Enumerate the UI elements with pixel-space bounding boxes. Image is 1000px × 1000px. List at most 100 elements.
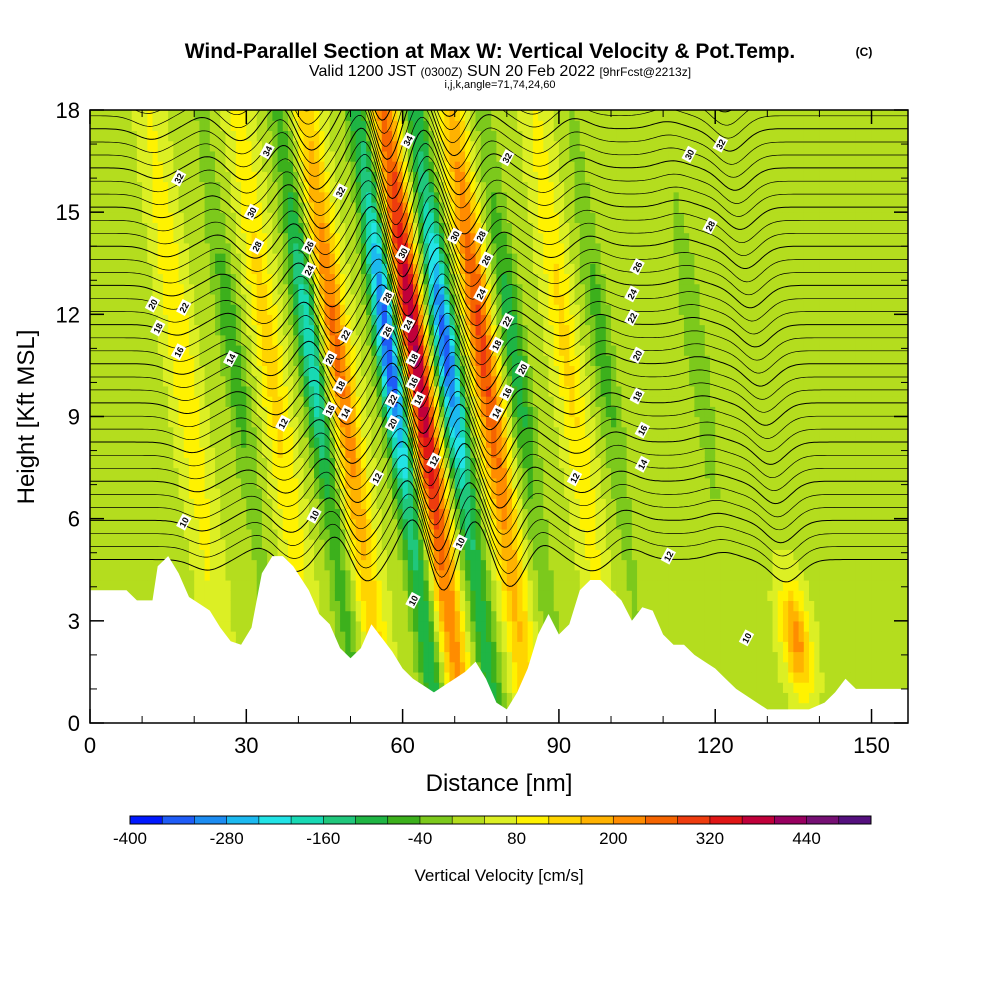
velocity-cell bbox=[246, 161, 253, 172]
velocity-cell bbox=[475, 396, 482, 407]
velocity-cell bbox=[386, 590, 393, 601]
velocity-cell bbox=[168, 344, 174, 356]
velocity-cell bbox=[100, 549, 107, 561]
velocity-cell bbox=[433, 579, 440, 591]
velocity-cell bbox=[366, 171, 372, 183]
velocity-cell bbox=[319, 467, 326, 479]
velocity-cell bbox=[517, 549, 524, 561]
velocity-cell bbox=[340, 140, 346, 152]
velocity-cell bbox=[256, 447, 263, 458]
velocity-cell bbox=[340, 273, 346, 285]
velocity-cell bbox=[423, 222, 430, 234]
velocity-cell bbox=[480, 579, 487, 591]
velocity-cell bbox=[324, 365, 331, 377]
velocity-cell bbox=[178, 324, 185, 336]
velocity-cell bbox=[512, 477, 518, 489]
velocity-cell bbox=[376, 416, 383, 428]
velocity-cell bbox=[329, 293, 336, 305]
velocity-cell bbox=[386, 334, 393, 346]
velocity-cell bbox=[345, 569, 352, 581]
velocity-cell bbox=[480, 365, 487, 377]
velocity-cell bbox=[152, 181, 159, 193]
velocity-cell bbox=[360, 161, 367, 172]
velocity-cell bbox=[465, 467, 471, 479]
velocity-cell bbox=[360, 539, 367, 550]
velocity-cell bbox=[95, 242, 102, 254]
velocity-cell bbox=[308, 447, 315, 458]
velocity-cell bbox=[126, 212, 133, 223]
velocity-cell bbox=[282, 355, 289, 367]
velocity-cell bbox=[267, 375, 273, 387]
velocity-cell bbox=[131, 344, 138, 356]
velocity-cell bbox=[329, 528, 336, 540]
velocity-cell bbox=[413, 498, 419, 510]
velocity-cell bbox=[459, 375, 466, 387]
velocity-cell bbox=[131, 426, 138, 438]
velocity-cell bbox=[95, 304, 102, 315]
velocity-cell bbox=[496, 610, 503, 622]
velocity-cell bbox=[334, 293, 341, 305]
velocity-cell bbox=[475, 130, 482, 142]
velocity-cell bbox=[454, 426, 461, 438]
velocity-cell bbox=[209, 304, 216, 315]
velocity-cell bbox=[355, 620, 362, 632]
velocity-cell bbox=[413, 549, 419, 561]
velocity-cell bbox=[241, 528, 247, 540]
velocity-cell bbox=[334, 569, 341, 581]
velocity-cell bbox=[261, 375, 268, 387]
velocity-cell bbox=[512, 682, 518, 693]
velocity-cell bbox=[470, 253, 477, 264]
velocity-cell bbox=[366, 120, 372, 132]
velocity-cell bbox=[491, 457, 497, 469]
velocity-cell bbox=[204, 559, 211, 571]
velocity-cell bbox=[303, 528, 310, 540]
velocity-cell bbox=[194, 201, 201, 213]
velocity-cell bbox=[454, 569, 461, 581]
velocity-cell bbox=[121, 334, 128, 346]
velocity-cell bbox=[371, 539, 378, 550]
velocity-cell bbox=[329, 610, 336, 622]
velocity-cell bbox=[230, 130, 237, 142]
velocity-cell bbox=[121, 549, 128, 561]
velocity-cell bbox=[402, 334, 409, 346]
velocity-cell bbox=[215, 171, 221, 183]
velocity-cell bbox=[256, 569, 263, 581]
velocity-cell bbox=[282, 508, 289, 520]
velocity-cell bbox=[293, 171, 300, 183]
velocity-cell bbox=[423, 457, 430, 469]
velocity-cell bbox=[121, 528, 128, 540]
velocity-cell bbox=[340, 549, 346, 561]
velocity-cell bbox=[418, 191, 425, 203]
velocity-cell bbox=[454, 355, 461, 367]
velocity-cell bbox=[512, 212, 518, 223]
velocity-cell bbox=[381, 508, 388, 520]
velocity-cell bbox=[136, 416, 143, 428]
velocity-cell bbox=[314, 222, 320, 234]
velocity-cell bbox=[491, 671, 497, 683]
velocity-cell bbox=[246, 334, 253, 346]
velocity-cell bbox=[517, 620, 524, 632]
velocity-cell bbox=[235, 426, 242, 438]
velocity-cell bbox=[418, 600, 425, 612]
velocity-cell bbox=[183, 457, 190, 469]
velocity-cell bbox=[439, 355, 445, 367]
velocity-cell bbox=[392, 569, 398, 581]
velocity-cell bbox=[293, 324, 300, 336]
velocity-cell bbox=[345, 110, 352, 121]
velocity-cell bbox=[298, 232, 305, 244]
velocity-cell bbox=[168, 212, 174, 223]
velocity-cell bbox=[183, 222, 190, 234]
velocity-cell bbox=[413, 416, 419, 428]
velocity-cell bbox=[225, 385, 232, 397]
velocity-cell bbox=[491, 590, 497, 601]
velocity-cell bbox=[366, 467, 372, 479]
velocity-cell bbox=[298, 273, 305, 285]
velocity-cell bbox=[90, 120, 96, 132]
velocity-cell bbox=[501, 651, 508, 663]
velocity-cell bbox=[267, 314, 273, 326]
velocity-cell bbox=[100, 191, 107, 203]
velocity-cell bbox=[496, 488, 503, 499]
velocity-cell bbox=[267, 201, 273, 213]
velocity-cell bbox=[413, 661, 419, 673]
velocity-cell bbox=[287, 436, 294, 448]
